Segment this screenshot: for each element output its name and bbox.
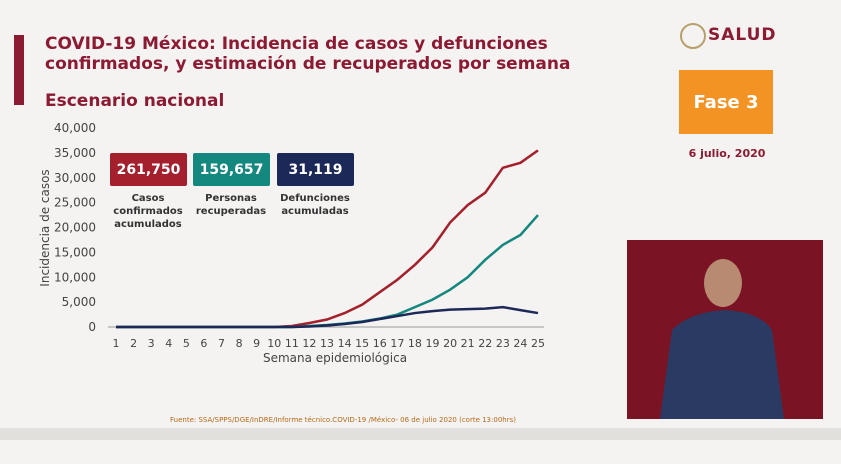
x-tick-label: 2 bbox=[130, 337, 137, 350]
y-tick-label: 20,000 bbox=[54, 221, 96, 235]
x-tick-label: 5 bbox=[183, 337, 190, 350]
x-tick-label: 21 bbox=[461, 337, 475, 350]
chart-subtitle: Escenario nacional bbox=[45, 91, 225, 111]
date: 6 julio, 2020 bbox=[688, 147, 766, 160]
video-person bbox=[660, 310, 784, 419]
y-tick-label: 40,000 bbox=[54, 121, 96, 135]
legend-label: Defunciones acumuladas bbox=[280, 193, 350, 217]
video-person-head bbox=[704, 259, 742, 307]
phase-badge: Fase 3 bbox=[679, 70, 773, 134]
x-tick-label: 24 bbox=[513, 337, 527, 350]
x-tick-label: 10 bbox=[267, 337, 281, 350]
x-tick-label: 13 bbox=[320, 337, 334, 350]
legend-label: Casos confirmados acumulados bbox=[113, 193, 183, 230]
x-tick-label: 18 bbox=[408, 337, 422, 350]
legend-label: Personas recuperadas bbox=[195, 193, 267, 217]
total-box: 261,750 bbox=[110, 153, 187, 186]
x-tick-label: 15 bbox=[355, 337, 369, 350]
x-tick-label: 12 bbox=[302, 337, 316, 350]
y-tick-label: 0 bbox=[88, 320, 96, 334]
x-tick-label: 19 bbox=[426, 337, 440, 350]
y-tick-label: 25,000 bbox=[54, 196, 96, 210]
chart-title: COVID-19 México: Incidencia de casos y d… bbox=[45, 34, 571, 74]
footer-band bbox=[0, 428, 841, 440]
x-tick-label: 11 bbox=[285, 337, 299, 350]
x-tick-label: 17 bbox=[390, 337, 404, 350]
x-tick-label: 4 bbox=[165, 337, 172, 350]
x-tick-label: 3 bbox=[148, 337, 155, 350]
y-axis-title: Incidencia de casos bbox=[38, 169, 52, 286]
x-tick-label: 23 bbox=[496, 337, 510, 350]
accent-bar bbox=[14, 35, 24, 105]
total-box: 159,657 bbox=[193, 153, 270, 186]
x-tick-label: 1 bbox=[113, 337, 120, 350]
x-tick-label: 7 bbox=[218, 337, 225, 350]
series-line bbox=[116, 214, 539, 329]
y-tick-label: 10,000 bbox=[54, 270, 96, 284]
x-tick-label: 8 bbox=[236, 337, 243, 350]
logo-emblem bbox=[680, 23, 706, 49]
y-tick-label: 35,000 bbox=[54, 146, 96, 160]
source-note: Fuente: SSA/SPPS/DGE/InDRE/Informe técni… bbox=[170, 416, 516, 424]
y-tick-label: 15,000 bbox=[54, 245, 96, 259]
x-tick-label: 6 bbox=[200, 337, 207, 350]
x-tick-label: 25 bbox=[531, 337, 545, 350]
series-line bbox=[116, 305, 539, 329]
x-tick-label: 9 bbox=[253, 337, 260, 350]
x-tick-label: 14 bbox=[338, 337, 352, 350]
logo-text: SALUD bbox=[708, 25, 777, 45]
x-tick-label: 22 bbox=[478, 337, 492, 350]
y-tick-label: 30,000 bbox=[54, 171, 96, 185]
x-axis-title: Semana epidemiológica bbox=[263, 351, 407, 365]
x-tick-label: 16 bbox=[373, 337, 387, 350]
y-tick-label: 5,000 bbox=[62, 295, 96, 309]
x-tick-label: 20 bbox=[443, 337, 457, 350]
total-box: 31,119 bbox=[277, 153, 354, 186]
